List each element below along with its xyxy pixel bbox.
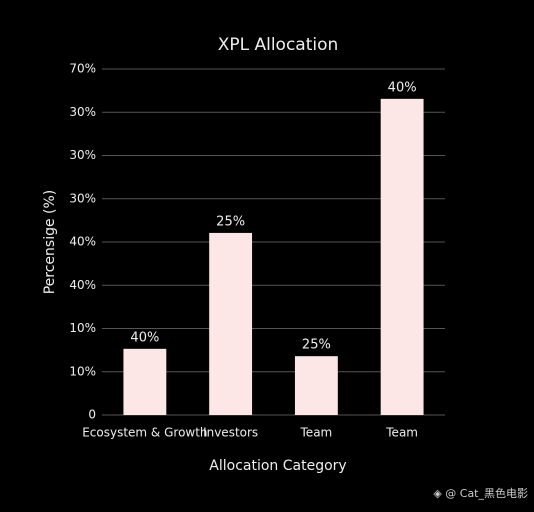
x-tick-label: Ecosystem & Growth: [82, 426, 207, 440]
data-label: 25%: [302, 338, 331, 353]
x-axis-label: Allocation Category: [209, 458, 346, 474]
bar: [294, 356, 338, 415]
data-label: 40%: [388, 80, 417, 95]
y-axis-label: Percensige (%): [42, 190, 58, 295]
y-tick-label: 10%: [69, 364, 96, 378]
bar: [209, 232, 253, 415]
y-tick-label: 0: [88, 408, 96, 422]
x-tick-label: Team: [385, 426, 418, 440]
y-tick-label: 10%: [69, 321, 96, 335]
data-label: 40%: [130, 330, 159, 345]
x-tick-label: Investors: [203, 426, 258, 440]
data-label: 25%: [216, 214, 245, 229]
y-tick-label: 30%: [69, 105, 96, 119]
chart-title: XPL Allocation: [218, 35, 339, 55]
y-tick-label: 30%: [69, 191, 96, 205]
x-tick-label: Team: [300, 426, 333, 440]
y-tick-label: 70%: [69, 62, 96, 76]
y-tick-label: 30%: [69, 148, 96, 162]
watermark: ◈ @ Cat_黑色电影: [433, 486, 528, 500]
bar: [380, 98, 424, 415]
bar: [123, 348, 167, 415]
y-tick-label: 40%: [69, 278, 96, 292]
y-tick-label: 40%: [69, 235, 96, 249]
